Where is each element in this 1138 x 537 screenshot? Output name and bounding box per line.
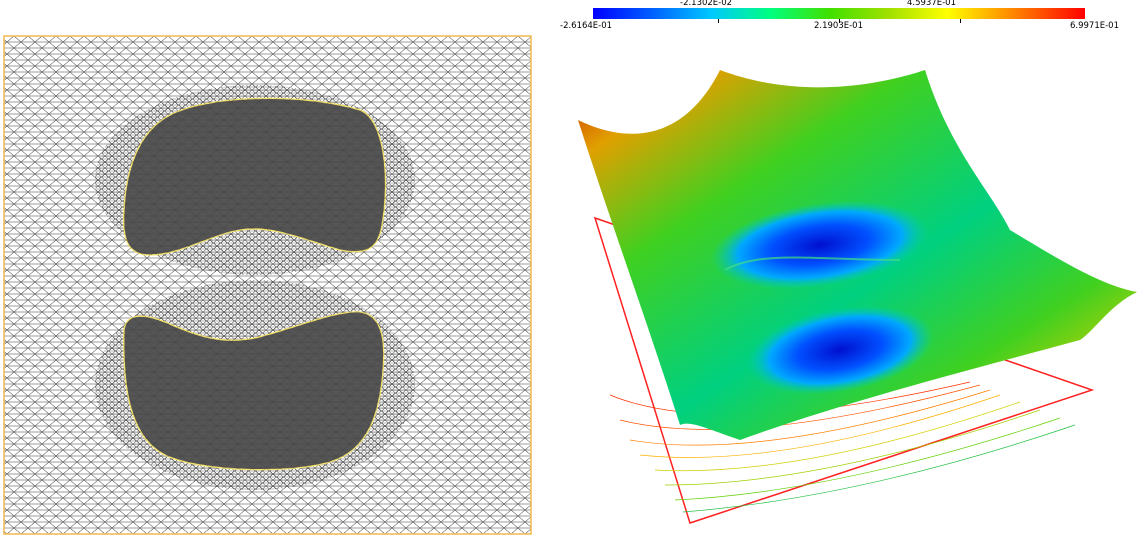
- mesh-view: [3, 35, 532, 535]
- lower-well: [746, 305, 934, 395]
- colorbar-tick: [718, 19, 719, 23]
- colorbar-tick: [960, 19, 961, 23]
- domain-border: [3, 35, 532, 535]
- colorbar-upper-tick-2-label: 4.5937E-01: [907, 0, 956, 8]
- colorbar-tick: [839, 19, 840, 23]
- colorbar-upper-tick-1-label: -2.1302E-02: [680, 0, 733, 8]
- colorbar-max-label: 6.9971E-01: [1070, 21, 1119, 31]
- colorbar-mid-label: 2.1903E-01: [814, 21, 863, 31]
- colorbar-gradient: [593, 8, 1085, 19]
- upper-well: [710, 200, 930, 290]
- surface-view: [578, 70, 1137, 524]
- colorbar-min-label: -2.6164E-01: [560, 21, 613, 31]
- colorbar: -2.1302E-02 4.5937E-01 -2.6164E-01 2.190…: [560, 0, 1138, 40]
